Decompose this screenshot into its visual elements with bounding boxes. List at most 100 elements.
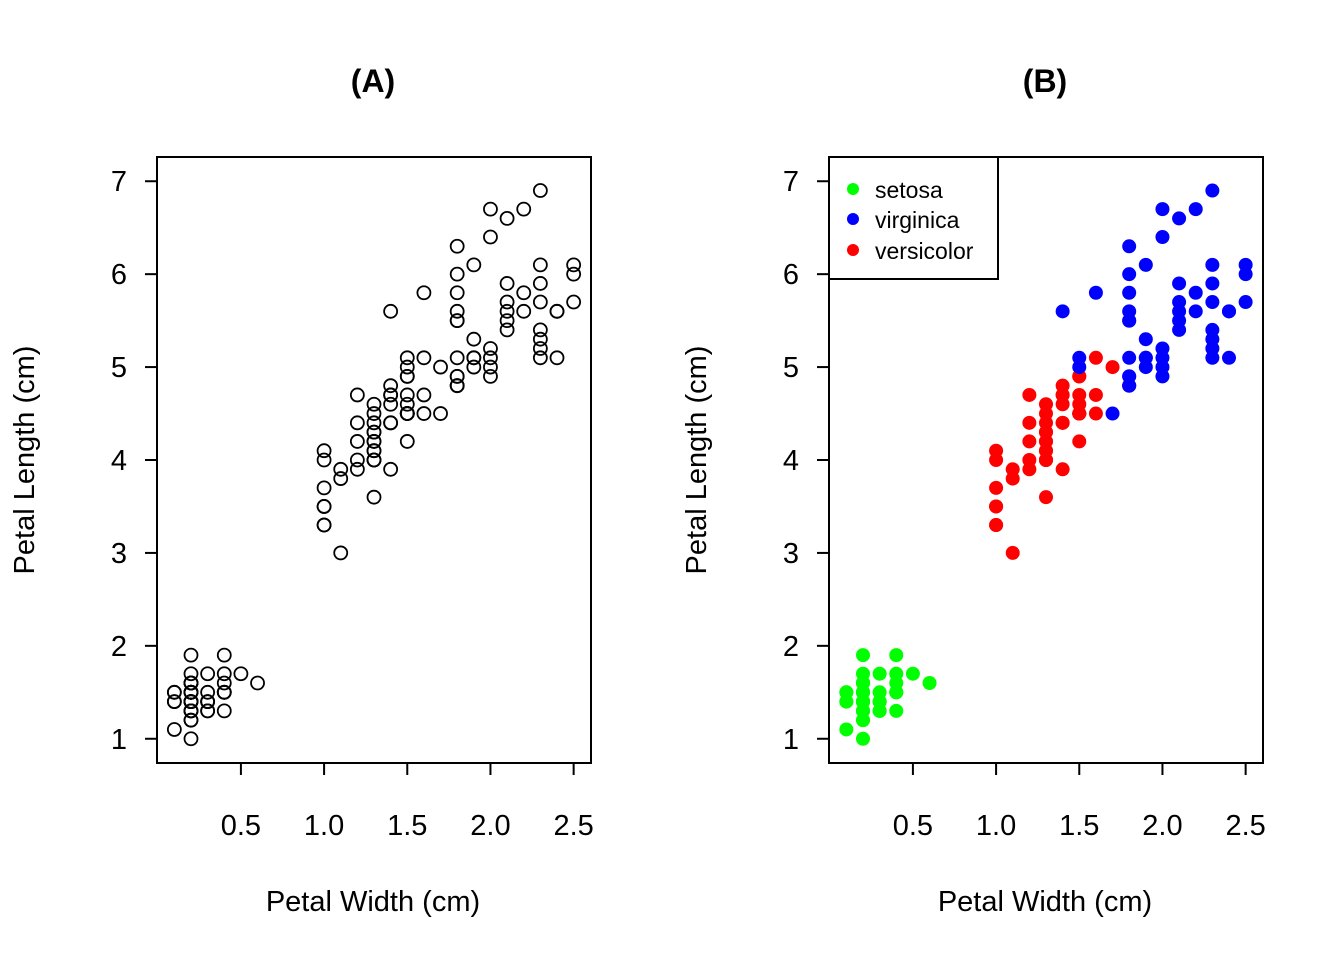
panel-a-point-point	[483, 368, 498, 384]
panel-a-point-point	[566, 294, 582, 310]
panel-b-versicolor-point	[989, 480, 1004, 495]
panel-a-point-point	[366, 396, 382, 412]
panel-b-setosa-point	[855, 694, 870, 709]
panel-a-point-point	[449, 350, 465, 366]
panel-b-versicolor-point	[1088, 350, 1103, 365]
panel-a-point-point	[316, 480, 332, 496]
panel-a-point-point	[499, 294, 515, 310]
panel-a-point-point	[483, 201, 498, 217]
panel-a-point-point	[349, 452, 365, 468]
panel-b-setosa-point	[855, 648, 870, 663]
panel-a-point-point	[566, 257, 582, 273]
panel-a-x-tick-label: 1.0	[304, 810, 344, 842]
panel-a-point-point	[516, 285, 532, 301]
panel-a-point-point	[183, 703, 199, 719]
panel-b-x-axis-label: Petal Width (cm)	[938, 886, 1152, 918]
panel-b-setosa-point	[922, 676, 937, 691]
panel-b-virginica-point	[1155, 341, 1170, 356]
panel-a-point-point	[499, 276, 515, 291]
panel-b-virginica-point	[1155, 202, 1170, 217]
panel-a-point-point	[416, 387, 432, 403]
panel-a-point-point	[399, 434, 415, 449]
panel-a-point-point	[383, 303, 399, 319]
panel-a-points	[166, 183, 582, 747]
panel-b-virginica-point	[1172, 276, 1187, 291]
panel-a-title: (A)	[351, 63, 395, 99]
panel-a-point-point	[449, 368, 465, 384]
panel-b-setosa-point	[889, 685, 904, 700]
panel-b-versicolor-point	[1072, 434, 1087, 449]
panel-a-point-point	[216, 703, 232, 719]
panel-a-point-point	[399, 396, 415, 412]
panel-a-point-point	[216, 675, 232, 691]
panel-b-y-tick-label: 1	[783, 724, 799, 756]
panel-a-point-point	[200, 694, 216, 709]
panel-b-virginica-point	[1122, 350, 1137, 365]
panel-b-x-tick-label: 1.0	[976, 810, 1016, 842]
panel-a-point-point	[499, 303, 515, 319]
panel-b-versicolor-point	[989, 518, 1004, 533]
panel-b-y-axis: 1 2 3 4 5 6 7	[783, 166, 830, 756]
panel-b-virginica-point	[1138, 257, 1153, 272]
panel-a-point-point	[449, 266, 465, 282]
panel-a-point-point	[366, 452, 382, 468]
panel-b-setosa-point	[889, 648, 904, 663]
panel-b-setosa-point	[872, 666, 887, 681]
panel-b-virginica-point	[1072, 350, 1087, 365]
panel-a-y-tick-label: 2	[111, 631, 127, 663]
panel-b-virginica-point	[1138, 360, 1153, 375]
panel-a-point-point	[532, 257, 548, 273]
panel-a: (A) 0.5 1.0 1.5 2.0 2.5 1 2 3 4 5 6 7 Petal Width …	[9, 63, 594, 918]
panel-b: (B) 0.5 1.0 1.5 2.0 2.5 1 2 3 4 5 6 7 Petal Width …	[681, 63, 1266, 918]
panel-a-point-point	[383, 396, 399, 412]
panel-b-versicolor-point	[1105, 360, 1120, 375]
panel-b-versicolor-point	[989, 499, 1004, 514]
panel-a-y-axis-label: Petal Length (cm)	[9, 346, 41, 575]
panel-a-point-point	[366, 415, 382, 431]
panel-b-virginica-point	[1172, 211, 1187, 226]
panel-a-point-point	[416, 285, 432, 301]
panel-b-virginica-point	[1188, 202, 1203, 217]
panel-a-y-tick-label: 4	[111, 445, 127, 477]
panel-a-x-tick-label: 0.5	[221, 810, 261, 842]
panel-a-point-point	[499, 322, 515, 338]
panel-a-point-point	[316, 452, 332, 468]
panel-b-versicolor-point	[1088, 387, 1103, 402]
panel-b-virginica-point	[1055, 304, 1070, 319]
legend-swatch-setosa	[847, 183, 859, 195]
legend-swatch-versicolor	[847, 244, 859, 256]
panel-a-point-point	[216, 666, 232, 682]
panel-b-versicolor-point	[1039, 397, 1053, 412]
panel-a-point-point	[333, 461, 349, 477]
panel-b-setosa-point	[889, 703, 904, 718]
panel-b-virginica-point	[1172, 304, 1187, 319]
panel-a-point-point	[183, 675, 199, 691]
panel-b-versicolor-point	[1055, 378, 1070, 393]
panel-a-point-point	[349, 387, 365, 403]
panel-b-versicolor-point	[1072, 387, 1087, 402]
panel-a-point-point	[399, 350, 415, 366]
panel-a-point-point	[333, 545, 349, 561]
panel-a-point-point	[383, 378, 399, 394]
panel-a-point-point	[399, 387, 415, 403]
panel-b-virginica-point	[1205, 276, 1220, 291]
panel-a-point-point	[483, 341, 498, 356]
panel-a-point-point	[483, 350, 498, 366]
panel-b-versicolor-point	[1022, 453, 1037, 467]
panel-a-point-point	[433, 406, 448, 421]
panel-b-setosa-point	[872, 694, 887, 709]
panel-b-versicolor-point	[1055, 415, 1070, 430]
panel-b-versicolor-point	[1022, 415, 1037, 430]
panel-b-versicolor-point	[1022, 434, 1037, 449]
panel-a-point-point	[200, 666, 216, 682]
panel-b-virginica-point	[1122, 313, 1137, 328]
panel-a-point-point	[333, 471, 349, 486]
panel-b-points	[839, 183, 1253, 746]
panel-b-y-tick-label: 2	[783, 631, 799, 663]
panel-a-point-point	[349, 461, 365, 477]
panel-a-y-tick-label: 1	[111, 724, 127, 756]
legend-label-virginica: virginica	[875, 207, 960, 233]
panel-a-point-point	[316, 517, 332, 533]
legend-label-setosa: setosa	[875, 177, 943, 203]
